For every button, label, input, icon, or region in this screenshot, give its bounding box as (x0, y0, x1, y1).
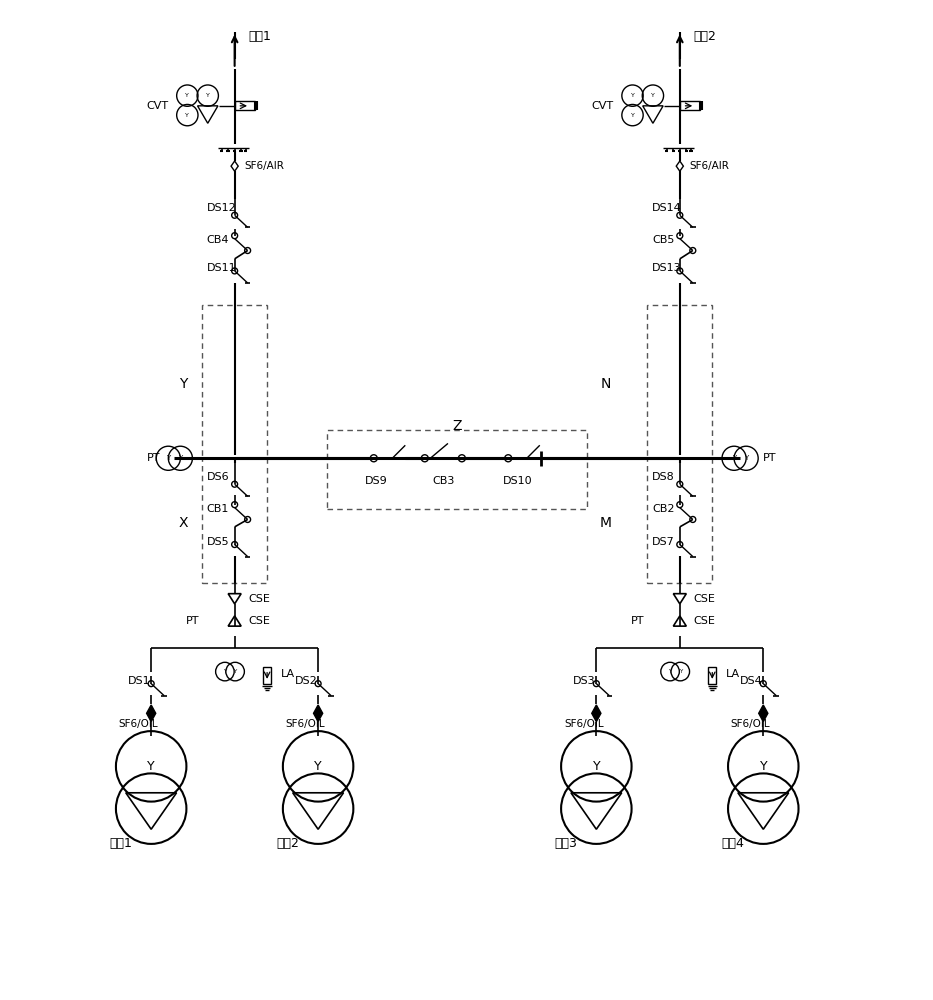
Text: CB2: CB2 (652, 504, 675, 514)
Text: Y: Y (651, 93, 655, 98)
Bar (327, 430, 587, 509)
Text: M: M (600, 516, 612, 530)
Text: 出线1: 出线1 (248, 30, 272, 43)
Text: DS4: DS4 (740, 676, 763, 686)
Text: PT: PT (146, 453, 160, 463)
Text: CSE: CSE (694, 594, 716, 604)
Text: LA: LA (726, 669, 740, 679)
Text: CB3: CB3 (432, 476, 454, 486)
Text: X: X (179, 516, 188, 530)
Bar (648, 458, 712, 583)
Text: SF6/OIL: SF6/OIL (285, 719, 326, 729)
Text: PT: PT (763, 453, 777, 463)
Text: DS12: DS12 (207, 203, 237, 213)
Text: SF6/OIL: SF6/OIL (731, 719, 771, 729)
Text: CVT: CVT (146, 101, 169, 111)
Text: DS13: DS13 (652, 263, 682, 273)
Bar (708, 667, 717, 684)
Text: DS3: DS3 (573, 676, 596, 686)
Text: CB5: CB5 (652, 235, 675, 245)
Text: Y: Y (186, 93, 189, 98)
Text: DS8: DS8 (652, 472, 675, 482)
Text: Y: Y (166, 455, 171, 461)
Text: Y: Y (178, 455, 183, 461)
Text: SF6/OIL: SF6/OIL (118, 719, 159, 729)
Text: 主变4: 主变4 (721, 837, 745, 850)
Text: SF6/AIR: SF6/AIR (689, 161, 729, 171)
Text: DS10: DS10 (503, 476, 533, 486)
Text: Y: Y (223, 669, 227, 674)
Text: CSE: CSE (694, 616, 716, 626)
Text: Y: Y (668, 669, 672, 674)
Text: DS6: DS6 (207, 472, 230, 482)
Bar (202, 458, 267, 583)
Bar (680, 101, 700, 110)
Text: SF6/AIR: SF6/AIR (244, 161, 284, 171)
Text: DS11: DS11 (207, 263, 236, 273)
Text: CSE: CSE (248, 594, 271, 604)
Polygon shape (759, 705, 768, 722)
Text: Y: Y (631, 113, 634, 118)
Text: Y: Y (732, 455, 736, 461)
Polygon shape (146, 705, 156, 722)
Text: Y: Y (744, 455, 748, 461)
Text: DS9: DS9 (365, 476, 388, 486)
Text: CB1: CB1 (207, 504, 230, 514)
Text: 主变2: 主变2 (276, 837, 299, 850)
Text: Z: Z (453, 419, 462, 433)
Text: N: N (601, 377, 611, 391)
Bar (234, 101, 255, 110)
Text: Y: Y (631, 93, 634, 98)
Polygon shape (592, 705, 601, 722)
Text: Y: Y (678, 669, 682, 674)
Text: SF6/OIL: SF6/OIL (564, 719, 604, 729)
Text: DS5: DS5 (207, 537, 230, 547)
Text: Y: Y (206, 93, 210, 98)
Text: Y: Y (233, 669, 237, 674)
Bar (263, 667, 272, 684)
Text: DS7: DS7 (652, 537, 675, 547)
Text: LA: LA (281, 669, 295, 679)
Text: Y: Y (592, 760, 600, 773)
Text: Y: Y (186, 113, 189, 118)
Bar (648, 305, 712, 458)
Text: 主变3: 主变3 (554, 837, 578, 850)
Text: Y: Y (314, 760, 322, 773)
Text: Y: Y (179, 377, 188, 391)
Text: DS1: DS1 (128, 676, 150, 686)
Bar (202, 305, 267, 458)
Text: CB4: CB4 (207, 235, 230, 245)
Text: Y: Y (759, 760, 767, 773)
Text: PT: PT (187, 616, 200, 626)
Text: DS14: DS14 (652, 203, 682, 213)
Polygon shape (313, 705, 323, 722)
Text: 主变1: 主变1 (109, 837, 132, 850)
Text: CSE: CSE (248, 616, 271, 626)
Text: PT: PT (632, 616, 645, 626)
Text: CVT: CVT (592, 101, 614, 111)
Text: DS2: DS2 (295, 676, 317, 686)
Text: Y: Y (147, 760, 155, 773)
Text: 出线2: 出线2 (694, 30, 717, 43)
